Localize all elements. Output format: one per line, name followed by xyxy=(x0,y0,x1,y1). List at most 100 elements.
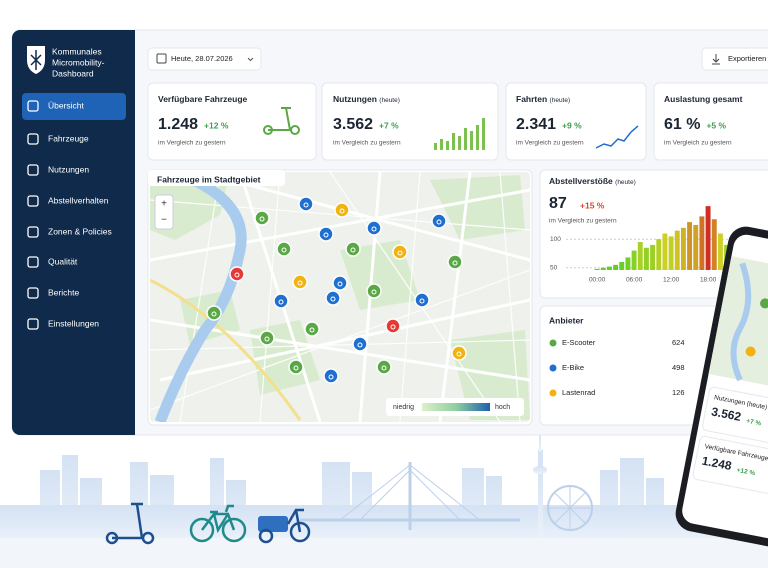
bar xyxy=(717,233,723,270)
brand-line: Dashboard xyxy=(52,68,94,78)
zoom-out[interactable]: − xyxy=(161,215,167,226)
nav-item[interactable]: Zonen & Policies xyxy=(48,226,112,236)
phone-card xyxy=(702,386,768,453)
vehicle-marker[interactable] xyxy=(254,210,270,226)
vehicle-marker[interactable] xyxy=(332,275,348,291)
nav-item[interactable]: Einstellungen xyxy=(48,318,99,328)
vehicle-marker[interactable] xyxy=(451,345,467,361)
vehicle-marker[interactable] xyxy=(366,220,382,236)
sparkline-bars xyxy=(434,118,485,150)
marker-glyph xyxy=(452,260,458,266)
title-suffix: (heute) xyxy=(550,97,571,104)
provider-dot xyxy=(549,389,557,397)
provider-dot xyxy=(549,364,557,372)
skyline xyxy=(0,432,768,540)
marker-glyph xyxy=(339,208,345,214)
kpi-title: Nutzungen (heute) xyxy=(333,94,400,104)
kpi-note: im Vergleich zu gestern xyxy=(333,140,401,147)
nav-icon xyxy=(27,164,39,176)
provider-name: E-Bike xyxy=(562,363,584,372)
zoom-control[interactable] xyxy=(154,194,174,230)
marker-glyph xyxy=(303,202,309,208)
bar xyxy=(606,266,612,270)
nav-item[interactable]: Qualität xyxy=(48,256,78,266)
phone-marker xyxy=(745,346,756,357)
vehicle-marker[interactable] xyxy=(259,330,275,346)
vehicle-marker[interactable] xyxy=(431,213,447,229)
provider-count: 498 xyxy=(672,363,685,372)
vehicle-marker[interactable] xyxy=(366,283,382,299)
provider-name: Lastenrad xyxy=(562,388,595,397)
vehicle-marker[interactable] xyxy=(273,293,289,309)
vehicle-marker[interactable] xyxy=(298,196,314,212)
vehicle-marker[interactable] xyxy=(325,290,341,306)
title: Verfügbare Fahrzeuge xyxy=(158,94,248,104)
zoom-in[interactable]: + xyxy=(161,199,167,210)
ground xyxy=(0,538,768,568)
phone: Nutzungen (heute)3.562 +7 %Verfügbare Fah… xyxy=(675,226,768,552)
bar xyxy=(699,216,705,270)
export-label: Exportieren xyxy=(728,54,766,63)
vehicle-marker[interactable] xyxy=(288,359,304,375)
bar xyxy=(643,247,649,270)
date-picker[interactable] xyxy=(147,47,262,71)
provider-count: 624 xyxy=(672,338,685,347)
marker-glyph xyxy=(337,281,343,287)
vehicle-marker[interactable] xyxy=(276,241,292,257)
vehicle-marker[interactable] xyxy=(206,305,222,321)
vehicle-marker[interactable] xyxy=(392,244,408,260)
nav-item[interactable]: Fahrzeuge xyxy=(48,133,89,143)
scooter-illustration xyxy=(105,502,155,545)
marker-glyph xyxy=(297,280,303,286)
marker-glyph xyxy=(259,216,265,222)
kpi-card xyxy=(505,82,647,161)
phone-kpi-value: 1.248 xyxy=(701,454,733,474)
calendar-icon xyxy=(156,53,167,64)
logo xyxy=(27,46,45,74)
y-tick-label: 50 xyxy=(550,264,558,271)
kpi-note: im Vergleich zu gestern xyxy=(158,140,226,147)
bike-illustration xyxy=(189,504,247,543)
marker-glyph xyxy=(309,327,315,333)
bar xyxy=(674,230,680,270)
map-title: Fahrzeuge im Stadtgebiet xyxy=(157,174,261,184)
vehicle-marker[interactable] xyxy=(304,321,320,337)
kpi-change: +9 % xyxy=(562,120,582,130)
nav-icon xyxy=(27,226,39,238)
violations-card xyxy=(539,169,768,299)
vehicle-marker[interactable] xyxy=(323,368,339,384)
nav-item[interactable]: Abstellverhalten xyxy=(48,195,109,205)
vehicle-marker[interactable] xyxy=(318,226,334,242)
dropdown-arrow xyxy=(247,57,254,62)
vehicle-marker[interactable] xyxy=(345,241,361,257)
title: Fahrten xyxy=(516,94,547,104)
vehicle-marker[interactable] xyxy=(414,292,430,308)
nav-icon xyxy=(27,195,39,207)
x-tick-label: 18:00 xyxy=(700,277,717,284)
nav-icon xyxy=(27,287,39,299)
nav-item[interactable]: Übersicht xyxy=(48,100,85,110)
kpi-change: +7 % xyxy=(379,120,399,130)
kpi-value: 2.341 xyxy=(516,116,556,133)
nav-item[interactable]: Berichte xyxy=(48,287,79,297)
marker-glyph xyxy=(371,289,377,295)
card-title: Abstellverstöße (heute) xyxy=(549,176,636,186)
vehicle-marker[interactable] xyxy=(292,274,308,290)
vehicle-marker[interactable] xyxy=(229,266,245,282)
provider-count: 126 xyxy=(672,388,685,397)
violations-note: im Vergleich zu gestern xyxy=(549,218,617,225)
bar xyxy=(668,236,674,270)
vehicle-marker[interactable] xyxy=(385,318,401,334)
vehicle-marker[interactable] xyxy=(352,336,368,352)
kpi-title: Verfügbare Fahrzeuge xyxy=(158,94,248,104)
vehicle-marker[interactable] xyxy=(376,359,392,375)
kpi-change: +5 % xyxy=(706,120,726,130)
marker-glyph xyxy=(330,296,336,302)
nav-item[interactable]: Nutzungen xyxy=(48,164,89,174)
x-tick-label: 06:00 xyxy=(626,277,643,284)
vehicle-marker[interactable] xyxy=(334,202,350,218)
vehicle-marker[interactable] xyxy=(447,254,463,270)
kpi-title: Fahrten (heute) xyxy=(516,94,570,104)
legend-high: hoch xyxy=(495,404,510,411)
